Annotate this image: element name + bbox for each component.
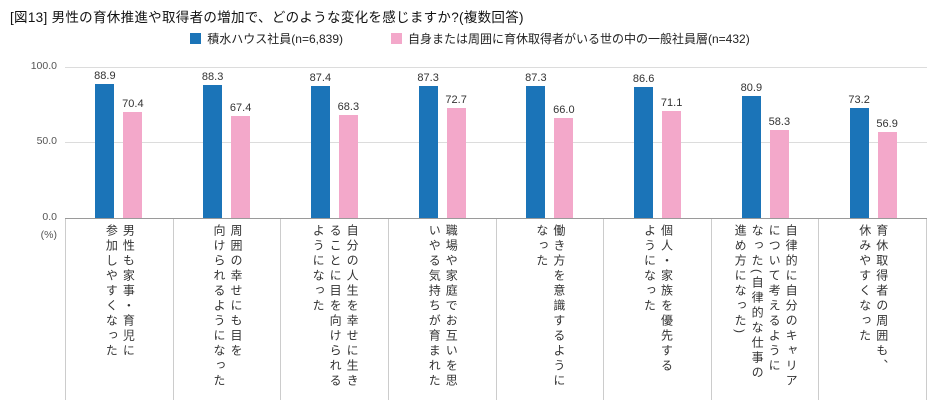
legend-item-general: 自身または周囲に育休取得者がいる世の中の一般社員層(n=432): [391, 30, 750, 47]
bar-sekisui: [741, 95, 761, 218]
bar-value-label: 71.1: [660, 96, 683, 109]
bar-value-label: 58.3: [768, 116, 791, 128]
gridline-100: [65, 67, 927, 68]
y-tick-50: 50.0: [36, 135, 57, 147]
bar-column-general: 56.9: [876, 67, 898, 218]
bar-column-general: 72.7: [445, 67, 467, 218]
bar-general: [123, 111, 143, 218]
bar-general: [877, 132, 897, 218]
chart-title: [図13] 男性の育休推進や取得者の増加で、どのような変化を感じますか?(複数回…: [10, 10, 524, 25]
bar-general: [662, 110, 682, 218]
bar-column-sekisui: 86.6: [632, 67, 655, 218]
category-label: 周囲の幸せにも目を 向けられるようになった: [211, 224, 243, 389]
bar-sekisui: [203, 84, 223, 218]
gridline-50: [65, 142, 927, 143]
bar-group: 73.2 56.9: [819, 67, 927, 218]
bar-sekisui: [418, 86, 438, 218]
bar-column-general: 70.4: [122, 67, 144, 218]
category-label: 育休取得者の周囲も、 休みやすくなった: [857, 224, 889, 374]
category-cell: 自分の人生を幸せに生き ることに目を向けられる ようになった: [280, 219, 388, 400]
category-label: 自分の人生を幸せに生き ることに目を向けられる ようになった: [311, 224, 360, 389]
category-cell: 個人・家族を優先する ようになった: [603, 219, 711, 400]
category-cell: 周囲の幸せにも目を 向けられるようになった: [172, 219, 281, 400]
bar-value-label: 88.9: [94, 69, 116, 82]
bar-value-label: 87.4: [309, 72, 332, 84]
bar-value-label: 70.4: [122, 97, 144, 110]
legend-item-sekisui: 積水ハウス社員(n=6,839): [190, 30, 343, 47]
category-cell: 育休取得者の周囲も、 休みやすくなった: [818, 219, 927, 400]
bar-column-sekisui: 73.2: [848, 67, 870, 218]
bar-sekisui: [310, 86, 330, 218]
category-cell: 働き方を意識するように なった: [495, 219, 604, 400]
bar-general: [769, 130, 789, 218]
y-axis-unit: (%): [40, 229, 57, 241]
bar-column-general: 67.4: [229, 67, 252, 218]
bar-general: [446, 108, 466, 218]
category-cell: 自律的に自分のキャリア について考えるように なった(自律的な仕事の 進め方にな…: [710, 219, 819, 400]
bar-sekisui: [95, 83, 115, 218]
bar-value-label: 88.3: [201, 70, 224, 83]
bar-sekisui: [849, 107, 869, 218]
bar-group: 87.3 72.7: [388, 67, 496, 218]
bar-value-label: 73.2: [848, 93, 870, 106]
bar-general: [231, 116, 251, 218]
bar-general: [338, 114, 358, 218]
legend-swatch-blue: [190, 33, 202, 44]
y-tick-100: 100.0: [30, 60, 57, 72]
bar-column-sekisui: 87.3: [525, 67, 547, 218]
bar-column-sekisui: 80.9: [740, 67, 763, 218]
bar-value-label: 80.9: [740, 81, 763, 94]
bar-value-label: 72.7: [445, 94, 467, 107]
bar-column-general: 66.0: [553, 67, 575, 218]
category-label: 男性も家事・育児に 参加しやすくなった: [104, 224, 136, 359]
bar-value-label: 87.3: [525, 72, 547, 85]
bar-value-label: 66.0: [553, 104, 575, 117]
y-tick-0: 0.0: [42, 211, 57, 223]
category-cell: 職場や家庭でお互いを思 いやる気持ちが育まれた: [387, 219, 496, 400]
legend-label-general: 自身または周囲に育休取得者がいる世の中の一般社員層(n=432): [408, 32, 750, 46]
category-labels: 男性も家事・育児に 参加しやすくなった 周囲の幸せにも目を 向けられるようになった…: [65, 219, 927, 400]
bar-group: 86.6 71.1: [604, 67, 712, 218]
chart-area: 100.0 50.0 0.0 (%) 88.9 70.4 88.3 67.4 87.4 6…: [31, 60, 927, 400]
bar-sekisui: [634, 87, 654, 218]
bar-column-sekisui: 88.3: [201, 67, 224, 218]
legend-swatch-pink: [391, 33, 402, 44]
bar-column-sekisui: 88.9: [94, 67, 116, 218]
legend: 積水ハウス社員(n=6,839) 自身または周囲に育休取得者がいる世の中の一般社…: [0, 30, 940, 47]
bar-column-general: 58.3: [768, 67, 791, 218]
bar-column-general: 71.1: [660, 67, 683, 218]
category-label: 職場や家庭でお互いを思 いやる気持ちが育まれた: [427, 224, 459, 389]
legend-label-sekisui: 積水ハウス社員(n=6,839): [207, 32, 343, 46]
category-label: 働き方を意識するように なった: [534, 224, 566, 389]
bar-value-label: 86.6: [632, 73, 655, 86]
bar-group: 88.3 67.4: [173, 67, 281, 218]
category-cell: 男性も家事・育児に 参加しやすくなった: [65, 219, 173, 400]
bar-value-label: 67.4: [229, 102, 252, 115]
plot-area: 88.9 70.4 88.3 67.4 87.4 68.3 87.3 72.7 87.3 66.0…: [65, 67, 927, 219]
bar-group: 87.4 68.3: [281, 67, 389, 218]
bar-group: 80.9 58.3: [712, 67, 820, 218]
bar-column-general: 68.3: [337, 67, 360, 218]
bar-value-label: 68.3: [337, 100, 360, 113]
bar-group: 88.9 70.4: [65, 67, 173, 218]
bar-group: 87.3 66.0: [496, 67, 604, 218]
bar-general: [554, 118, 574, 218]
bar-value-label: 56.9: [876, 118, 898, 131]
bar-sekisui: [526, 86, 546, 218]
bar-column-sekisui: 87.3: [417, 67, 439, 218]
category-label: 自律的に自分のキャリア について考えるように なった(自律的な仕事の 進め方にな…: [733, 224, 799, 389]
bar-column-sekisui: 87.4: [309, 67, 332, 218]
bar-value-label: 87.3: [417, 72, 439, 85]
category-label: 個人・家族を優先する ようになった: [642, 224, 674, 374]
